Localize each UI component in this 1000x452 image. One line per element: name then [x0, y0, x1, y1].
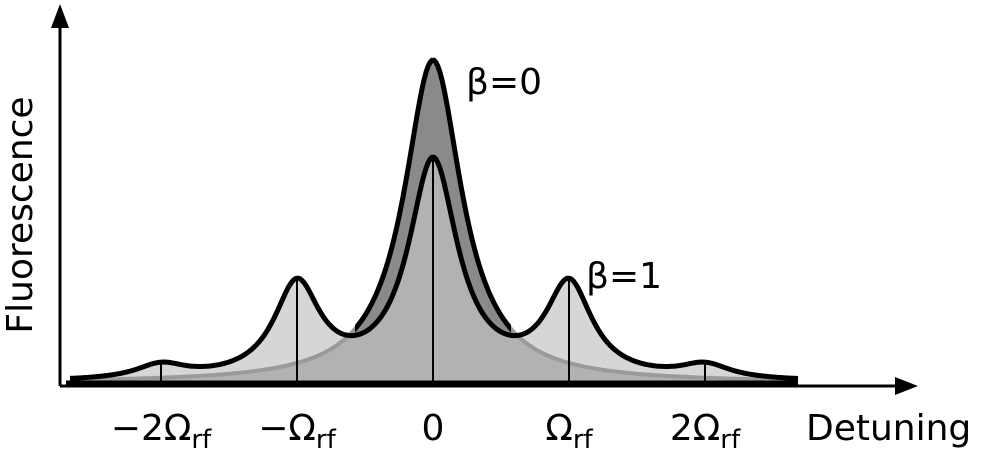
tick-subscript: rf	[573, 425, 594, 452]
beta0-curve	[355, 57, 511, 333]
beta1-curve	[69, 154, 799, 381]
x-tick-label: −Ωrf	[258, 408, 336, 452]
sideband-lines	[160, 157, 706, 383]
tick-text: 2Ω	[670, 408, 720, 449]
curve-label: β=0	[466, 62, 542, 103]
tick-text: 0	[422, 408, 445, 449]
x-tick-label: Ωrf	[545, 408, 593, 452]
tick-subscript: rf	[720, 425, 741, 452]
x-label: Detuning	[806, 408, 971, 449]
y-arrow	[51, 4, 69, 28]
tick-subscript: rf	[191, 425, 212, 452]
x-tick-label: −2Ωrf	[111, 408, 212, 452]
y-label: Fluorescence	[0, 96, 41, 333]
curve-label: β=1	[586, 256, 662, 297]
tick-subscript: rf	[316, 425, 337, 452]
x-arrow	[895, 377, 918, 395]
x-tick-label: 2Ωrf	[670, 408, 741, 452]
tick-text: −Ω	[258, 408, 316, 449]
x-tick-label: 0	[422, 408, 445, 449]
tick-text: −2Ω	[111, 408, 192, 449]
tick-text: Ω	[545, 408, 573, 449]
